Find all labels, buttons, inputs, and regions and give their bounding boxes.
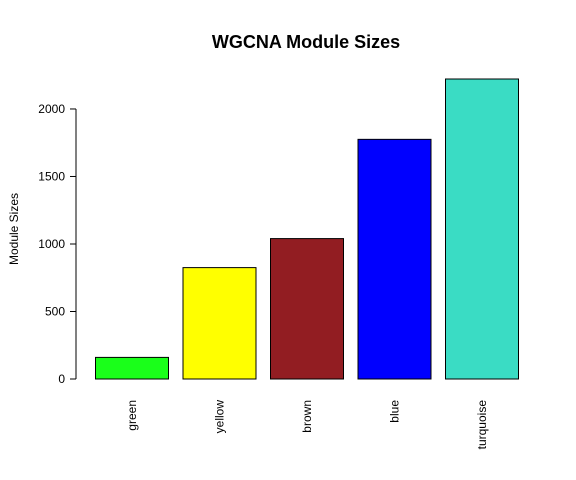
y-axis: 0 500 1000 1500 2000 [38,102,77,386]
y-tick-label: 1000 [38,237,65,251]
category-labels: green yellow brown blue turquoise [125,400,489,450]
bar-brown [270,238,344,380]
category-label-green: green [125,400,139,431]
bar-yellow [182,267,257,380]
category-label-brown: brown [300,400,314,433]
bar-blue [357,138,432,380]
y-tick-label: 2000 [38,102,65,116]
y-tick-label: 0 [58,372,65,386]
category-label-blue: blue [388,400,402,423]
y-tick-label: 1500 [38,169,65,183]
bars-group [95,78,519,380]
bar-green [95,356,169,380]
bar-turquoise [445,78,519,380]
y-axis-label: Module Sizes [7,193,21,265]
category-label-turquoise: turquoise [475,400,489,450]
chart-title: WGCNA Module Sizes [212,32,400,52]
y-tick-label: 500 [45,304,65,318]
category-label-yellow: yellow [213,400,227,434]
